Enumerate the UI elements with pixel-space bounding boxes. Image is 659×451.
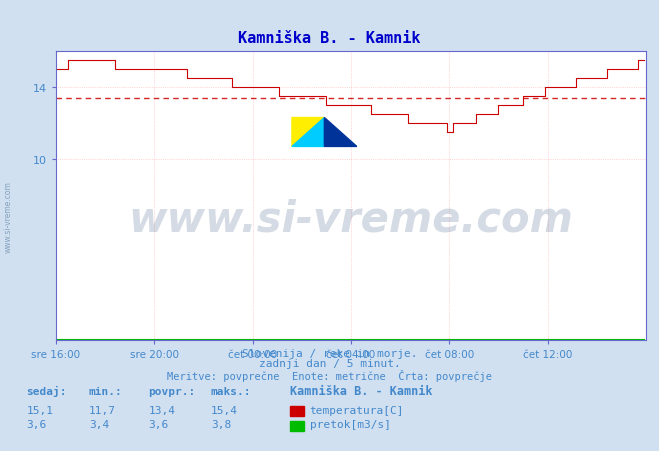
Text: 3,8: 3,8: [211, 419, 231, 429]
Text: maks.:: maks.:: [211, 387, 251, 396]
Text: povpr.:: povpr.:: [148, 387, 196, 396]
Text: Kamniška B. - Kamnik: Kamniška B. - Kamnik: [290, 385, 432, 398]
Text: www.si-vreme.com: www.si-vreme.com: [129, 198, 573, 240]
Text: min.:: min.:: [89, 387, 123, 396]
Text: www.si-vreme.com: www.si-vreme.com: [3, 180, 13, 253]
Text: 15,1: 15,1: [26, 405, 53, 414]
Text: Kamniška B. - Kamnik: Kamniška B. - Kamnik: [239, 31, 420, 46]
Text: sedaj:: sedaj:: [26, 386, 67, 396]
Text: temperatura[C]: temperatura[C]: [310, 405, 404, 414]
Text: 3,6: 3,6: [148, 419, 169, 429]
Text: 15,4: 15,4: [211, 405, 238, 414]
Text: pretok[m3/s]: pretok[m3/s]: [310, 419, 391, 429]
Text: 3,4: 3,4: [89, 419, 109, 429]
Polygon shape: [324, 118, 357, 147]
Polygon shape: [292, 118, 324, 147]
Text: 13,4: 13,4: [148, 405, 175, 414]
Text: 3,6: 3,6: [26, 419, 47, 429]
Polygon shape: [292, 118, 324, 147]
Text: Slovenija / reke in morje.: Slovenija / reke in morje.: [242, 348, 417, 358]
Text: Meritve: povprečne  Enote: metrične  Črta: povprečje: Meritve: povprečne Enote: metrične Črta:…: [167, 369, 492, 381]
Text: 11,7: 11,7: [89, 405, 116, 414]
Text: zadnji dan / 5 minut.: zadnji dan / 5 minut.: [258, 359, 401, 368]
